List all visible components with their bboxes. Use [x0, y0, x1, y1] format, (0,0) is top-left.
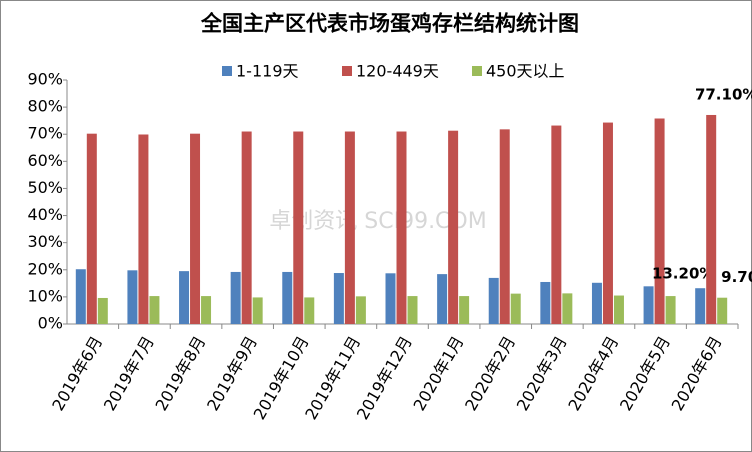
y-tick-label: 50% — [27, 178, 63, 197]
y-tick-label: 90% — [27, 70, 63, 89]
bar — [230, 271, 241, 324]
bar — [591, 282, 602, 324]
bar — [241, 131, 252, 324]
bar — [551, 125, 562, 325]
bar — [459, 296, 470, 324]
bar — [149, 296, 160, 324]
bar — [510, 293, 521, 324]
bar — [344, 131, 355, 324]
legend-swatch — [472, 66, 482, 76]
bar — [282, 271, 293, 324]
bar — [179, 271, 190, 324]
legend-label: 450天以上 — [486, 62, 565, 81]
y-tick-label: 80% — [27, 97, 63, 116]
legend-swatch — [342, 66, 352, 76]
bar — [407, 296, 418, 324]
bar — [127, 270, 138, 324]
legend-label: 1-119天 — [236, 62, 299, 81]
bar — [706, 114, 717, 325]
y-tick-label: 20% — [27, 259, 63, 278]
bar — [562, 293, 573, 324]
bar — [252, 297, 263, 324]
bar — [201, 296, 212, 324]
bar — [665, 296, 676, 324]
bar — [385, 273, 396, 324]
chart-title: 全国主产区代表市场蛋鸡存栏结构统计图 — [200, 11, 579, 36]
bar — [138, 134, 149, 324]
bar — [304, 297, 315, 324]
bar — [448, 130, 459, 324]
bar — [602, 122, 613, 324]
bar — [333, 273, 344, 324]
y-tick-label: 0% — [38, 314, 63, 333]
bar — [190, 133, 201, 324]
bar — [293, 131, 304, 324]
bar — [355, 296, 366, 324]
legend-label: 120-449天 — [356, 62, 439, 81]
bar — [499, 129, 510, 324]
bar — [488, 277, 499, 324]
y-tick-label: 10% — [27, 286, 63, 305]
bar — [643, 286, 654, 324]
data-label: 9.70% — [721, 268, 752, 286]
legend-swatch — [222, 66, 232, 76]
bar — [437, 274, 448, 324]
y-tick-label: 30% — [27, 232, 63, 251]
data-label: 77.10% — [695, 85, 752, 103]
bar — [613, 295, 624, 324]
y-tick-label: 60% — [27, 151, 63, 170]
bar — [396, 131, 407, 324]
bar — [86, 133, 97, 324]
bar — [717, 297, 728, 324]
bar — [695, 288, 706, 324]
y-tick-label: 40% — [27, 205, 63, 224]
bar — [75, 269, 86, 324]
bar — [540, 281, 551, 324]
data-label: 13.20% — [652, 265, 714, 283]
y-tick-label: 70% — [27, 124, 63, 143]
bar — [97, 297, 108, 324]
bar — [654, 118, 665, 325]
